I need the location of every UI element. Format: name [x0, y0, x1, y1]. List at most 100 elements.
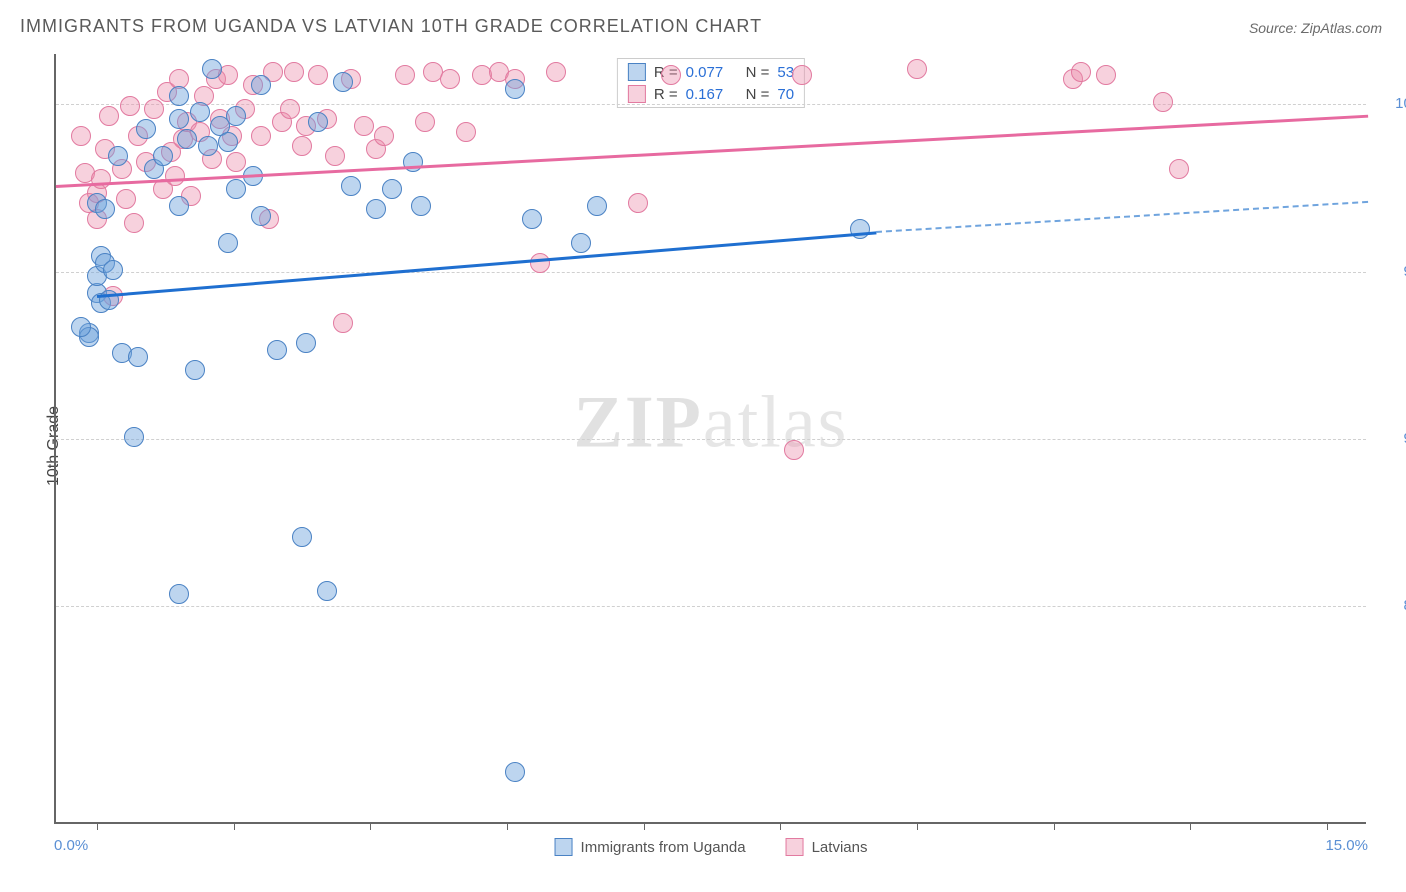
- data-point-latvians: [1169, 159, 1189, 179]
- source-attribution: Source: ZipAtlas.com: [1249, 20, 1382, 36]
- data-point-latvians: [292, 136, 312, 156]
- data-point-uganda: [124, 427, 144, 447]
- y-tick-label: 100.0%: [1374, 95, 1406, 112]
- data-point-latvians: [456, 122, 476, 142]
- data-point-uganda: [296, 333, 316, 353]
- data-point-uganda: [505, 762, 525, 782]
- data-point-latvians: [792, 65, 812, 85]
- data-point-latvians: [907, 59, 927, 79]
- legend-n-latvians: 70: [777, 86, 794, 103]
- correlation-legend: R = 0.077 N = 53 R = 0.167 N = 70: [617, 58, 805, 108]
- x-tick-mark: [507, 822, 508, 830]
- data-point-latvians: [628, 193, 648, 213]
- x-tick-mark: [917, 822, 918, 830]
- data-point-uganda: [218, 233, 238, 253]
- x-tick-mark: [1327, 822, 1328, 830]
- data-point-latvians: [354, 116, 374, 136]
- legend-n-label: N =: [746, 64, 770, 81]
- data-point-uganda: [95, 199, 115, 219]
- data-point-uganda: [169, 109, 189, 129]
- data-point-latvians: [1153, 92, 1173, 112]
- watermark: ZIPatlas: [574, 380, 849, 465]
- data-point-latvians: [99, 106, 119, 126]
- data-point-uganda: [169, 86, 189, 106]
- data-point-latvians: [284, 62, 304, 82]
- trend-line-latvians: [56, 114, 1368, 187]
- gridline: [56, 272, 1366, 273]
- trend-line-uganda-extrapolated: [876, 201, 1368, 233]
- data-point-uganda: [198, 136, 218, 156]
- data-point-uganda: [366, 199, 386, 219]
- data-point-latvians: [116, 189, 136, 209]
- legend-item-uganda: Immigrants from Uganda: [555, 838, 746, 856]
- data-point-uganda: [226, 179, 246, 199]
- data-point-uganda: [177, 129, 197, 149]
- data-point-latvians: [144, 99, 164, 119]
- chart-plot-area: ZIPatlas R = 0.077 N = 53 R = 0.167 N = …: [54, 54, 1366, 824]
- data-point-uganda: [169, 584, 189, 604]
- legend-label-uganda: Immigrants from Uganda: [581, 839, 746, 856]
- data-point-uganda: [505, 79, 525, 99]
- data-point-latvians: [120, 96, 140, 116]
- data-point-uganda: [403, 152, 423, 172]
- data-point-uganda: [169, 196, 189, 216]
- data-point-uganda: [522, 209, 542, 229]
- data-point-latvians: [91, 169, 111, 189]
- data-point-latvians: [308, 65, 328, 85]
- gridline: [56, 439, 1366, 440]
- data-point-latvians: [333, 313, 353, 333]
- data-point-latvians: [1096, 65, 1116, 85]
- x-tick-mark: [1190, 822, 1191, 830]
- legend-n-label: N =: [746, 86, 770, 103]
- series-legend: Immigrants from Uganda Latvians: [555, 838, 868, 856]
- data-point-uganda: [571, 233, 591, 253]
- data-point-uganda: [341, 176, 361, 196]
- data-point-latvians: [661, 65, 681, 85]
- legend-swatch-uganda: [628, 63, 646, 81]
- x-tick-mark: [234, 822, 235, 830]
- x-tick-max: 15.0%: [1325, 837, 1368, 854]
- data-point-latvians: [124, 213, 144, 233]
- legend-label-latvians: Latvians: [812, 839, 868, 856]
- data-point-uganda: [587, 196, 607, 216]
- data-point-uganda: [218, 132, 238, 152]
- data-point-uganda: [136, 119, 156, 139]
- legend-swatch-uganda: [555, 838, 573, 856]
- y-tick-label: 95.0%: [1374, 263, 1406, 280]
- data-point-uganda: [251, 206, 271, 226]
- data-point-latvians: [280, 99, 300, 119]
- x-tick-mark: [780, 822, 781, 830]
- data-point-latvians: [251, 126, 271, 146]
- legend-r-uganda: 0.077: [686, 64, 738, 81]
- data-point-uganda: [382, 179, 402, 199]
- data-point-uganda: [333, 72, 353, 92]
- data-point-uganda: [128, 347, 148, 367]
- data-point-latvians: [71, 126, 91, 146]
- y-tick-label: 85.0%: [1374, 597, 1406, 614]
- data-point-latvians: [395, 65, 415, 85]
- gridline: [56, 606, 1366, 607]
- data-point-uganda: [71, 317, 91, 337]
- data-point-uganda: [850, 219, 870, 239]
- legend-item-latvians: Latvians: [786, 838, 868, 856]
- x-tick-mark: [644, 822, 645, 830]
- data-point-uganda: [308, 112, 328, 132]
- data-point-uganda: [190, 102, 210, 122]
- chart-title: IMMIGRANTS FROM UGANDA VS LATVIAN 10TH G…: [20, 16, 762, 37]
- data-point-uganda: [226, 106, 246, 126]
- legend-swatch-latvians: [786, 838, 804, 856]
- legend-row-uganda: R = 0.077 N = 53: [628, 63, 794, 81]
- legend-r-latvians: 0.167: [686, 86, 738, 103]
- legend-r-label: R =: [654, 86, 678, 103]
- x-tick-min: 0.0%: [54, 837, 88, 854]
- data-point-latvians: [784, 440, 804, 460]
- x-tick-mark: [1054, 822, 1055, 830]
- data-point-latvians: [165, 166, 185, 186]
- data-point-uganda: [292, 527, 312, 547]
- legend-swatch-latvians: [628, 85, 646, 103]
- data-point-latvians: [415, 112, 435, 132]
- data-point-uganda: [153, 146, 173, 166]
- data-point-uganda: [251, 75, 271, 95]
- data-point-latvians: [374, 126, 394, 146]
- watermark-atlas: atlas: [703, 381, 849, 463]
